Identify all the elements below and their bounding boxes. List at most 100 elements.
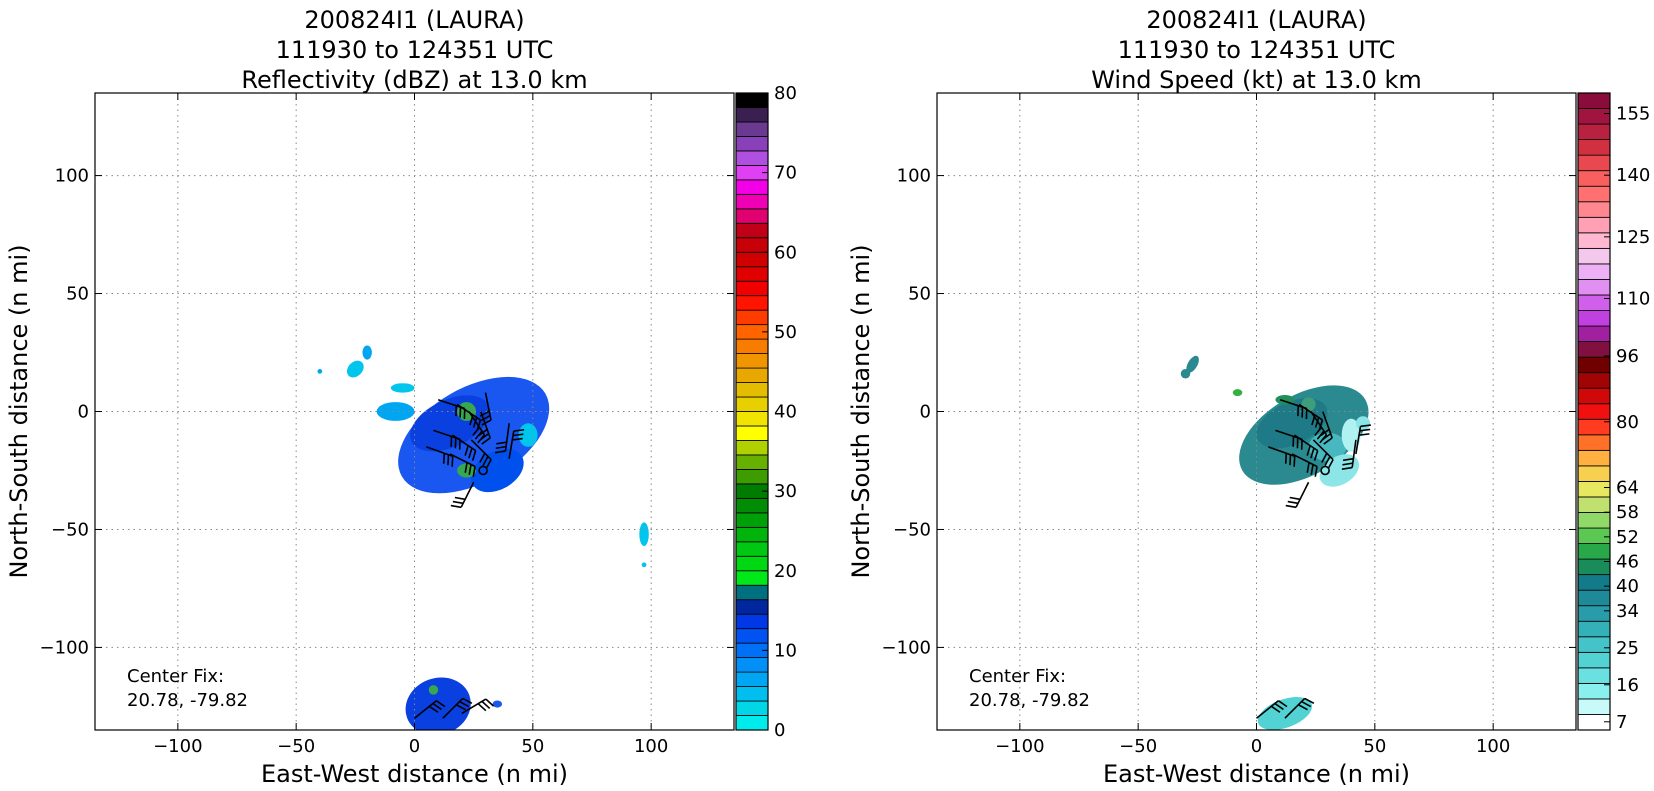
colorbar-tick-label: 20 [774, 561, 797, 582]
y-tick-label: 50 [66, 284, 89, 305]
colorbar-tick-label: 0 [774, 720, 785, 741]
colorbar-segment [1578, 233, 1610, 249]
colorbar-tick-label: 96 [1616, 346, 1639, 367]
plot-area [937, 93, 1576, 737]
colorbar-segment [736, 296, 768, 310]
colorbar-segment [736, 267, 768, 281]
colorbar-segment [736, 383, 768, 397]
echo-region [362, 345, 371, 359]
colorbar-segment [1578, 683, 1610, 699]
colorbar-segment [736, 469, 768, 483]
colorbar-tick-label: 30 [774, 481, 797, 502]
echo-region [1301, 397, 1315, 411]
colorbar-segment [1578, 373, 1610, 389]
center-fix-annotation: Center Fix: [127, 666, 224, 687]
colorbar-tick-label: 70 [774, 163, 797, 184]
colorbar-segment [736, 397, 768, 411]
colorbar-segment [1578, 668, 1610, 684]
colorbar-segment [1578, 388, 1610, 404]
x-tick-label: 0 [1251, 736, 1262, 757]
center-fix-annotation: Center Fix: [969, 666, 1066, 687]
y-tick-label: 100 [55, 166, 89, 187]
x-axis-label: East-West distance (n mi) [1103, 760, 1410, 787]
colorbar-segment [1578, 109, 1610, 125]
colorbar-segment [1578, 435, 1610, 451]
wind-barb [1286, 482, 1309, 507]
colorbar-segment [736, 614, 768, 628]
chart-title-line: 111930 to 124351 UTC [276, 36, 554, 64]
y-axis-label: North-South distance (n mi) [5, 244, 33, 578]
colorbar-segment [1578, 699, 1610, 715]
colorbar-segment [736, 122, 768, 136]
chart-title-line: Wind Speed (kt) at 13.0 km [1091, 66, 1422, 94]
colorbar-segment [736, 310, 768, 324]
colorbar-segment [1578, 575, 1610, 591]
colorbar-segment [1578, 155, 1610, 171]
colorbar-segment [1578, 186, 1610, 202]
colorbar-segment [1578, 404, 1610, 420]
colorbar-tick-label: 40 [774, 402, 797, 423]
center-fix-annotation: 20.78, -79.82 [127, 690, 248, 711]
colorbar-tick-label: 7 [1616, 712, 1627, 733]
colorbar-tick-label: 58 [1616, 502, 1639, 523]
colorbar-segment [736, 252, 768, 266]
echo-region [1181, 369, 1190, 378]
colorbar-segment [736, 194, 768, 208]
colorbar-segment [736, 527, 768, 541]
colorbar-tick-label: 52 [1616, 527, 1639, 548]
colorbar-segment [1578, 590, 1610, 606]
x-tick-label: 100 [634, 736, 668, 757]
colorbar-segment [736, 672, 768, 686]
echo-region [344, 357, 367, 380]
x-tick-label: −50 [1119, 736, 1157, 757]
colorbar-segment [736, 209, 768, 223]
colorbar-segment [1578, 450, 1610, 466]
colorbar-segment [736, 412, 768, 426]
colorbar-tick-label: 110 [1616, 288, 1650, 309]
colorbar-segment [736, 180, 768, 194]
colorbar-tick-label: 46 [1616, 552, 1639, 573]
colorbar-segment [1578, 528, 1610, 544]
chart-panel-1: 200824I1 (LAURA)111930 to 124351 UTCRefl… [5, 6, 797, 787]
colorbar-segment [1578, 202, 1610, 218]
colorbar-segment [1578, 93, 1610, 109]
colorbar-segment [736, 136, 768, 150]
colorbar-tick-label: 80 [1616, 412, 1639, 433]
y-tick-label: 50 [908, 284, 931, 305]
colorbar-segment [736, 687, 768, 701]
colorbar-segment [1578, 606, 1610, 622]
colorbar-segment [1578, 264, 1610, 280]
x-tick-label: 0 [409, 736, 420, 757]
y-tick-label: −100 [882, 637, 931, 658]
colorbar-segment [736, 498, 768, 512]
colorbar-segment [1578, 497, 1610, 513]
colorbar-segment [1578, 512, 1610, 528]
colorbar-segment [1578, 637, 1610, 653]
chart-title-line: 111930 to 124351 UTC [1118, 36, 1396, 64]
x-axis-label: East-West distance (n mi) [261, 760, 568, 787]
colorbar-segment [736, 354, 768, 368]
y-tick-label: −50 [893, 519, 931, 540]
center-fix-annotation: 20.78, -79.82 [969, 690, 1090, 711]
echo-region [1233, 389, 1242, 396]
colorbar-segment [1578, 544, 1610, 560]
y-tick-label: −50 [51, 519, 89, 540]
y-tick-label: −100 [40, 637, 89, 658]
y-tick-label: 100 [897, 166, 931, 187]
chart-title-line: Reflectivity (dBZ) at 13.0 km [241, 66, 587, 94]
colorbar-segment [1578, 248, 1610, 264]
x-tick-label: 50 [521, 736, 544, 757]
colorbar-segment [1578, 311, 1610, 327]
colorbar-tick-label: 80 [774, 83, 797, 104]
chart-title-line: 200824I1 (LAURA) [1146, 6, 1366, 34]
colorbar-tick-label: 64 [1616, 478, 1639, 499]
colorbar-segment [736, 571, 768, 585]
colorbar-tick-label: 10 [774, 640, 797, 661]
echo-region [493, 701, 502, 708]
colorbar-tick-label: 40 [1616, 576, 1639, 597]
colorbar-segment [1578, 326, 1610, 342]
colorbar-segment [736, 368, 768, 382]
